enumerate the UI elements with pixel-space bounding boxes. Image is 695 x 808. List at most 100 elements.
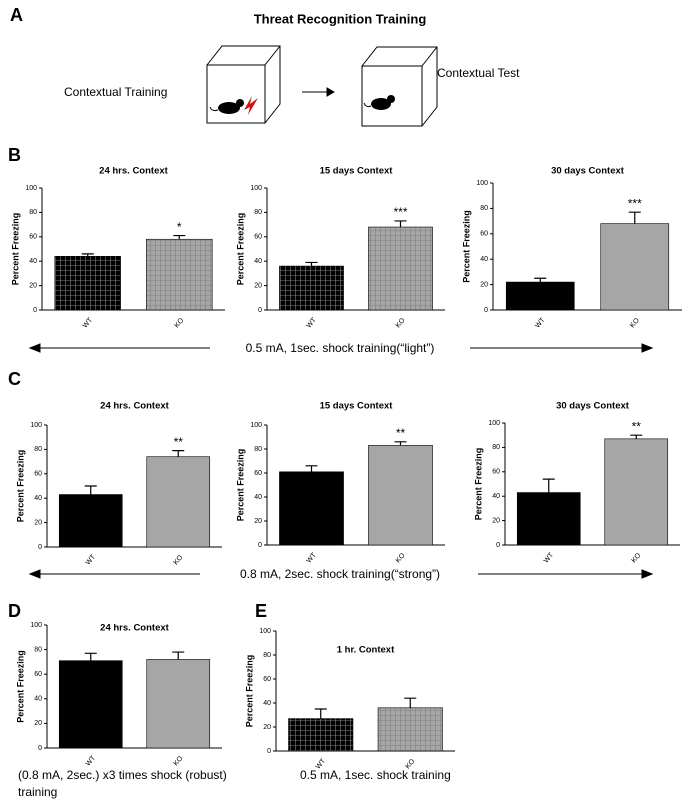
error-bar [305, 261, 318, 267]
y-tick-label: 80 [480, 205, 488, 212]
error-bar [534, 277, 547, 283]
error-bar [173, 234, 186, 240]
y-tick-label: 100 [476, 180, 488, 187]
y-tick-label: 100 [30, 422, 42, 429]
bar [279, 471, 344, 546]
error-bar [81, 253, 94, 257]
error-bar [84, 652, 97, 661]
y-tick-label: 40 [492, 493, 500, 500]
y-tick-label: 0 [258, 307, 262, 314]
y-tick-label: 80 [263, 652, 271, 659]
mouse [209, 95, 395, 115]
x-tick-label: WT [306, 316, 319, 329]
x-tick-label: WT [85, 754, 98, 767]
y-tick-label: 20 [254, 282, 262, 289]
y-tick-label: 80 [254, 209, 262, 216]
y-tick-label: 60 [254, 234, 262, 241]
bar [146, 456, 211, 548]
y-tick-label: 60 [34, 471, 42, 478]
y-axis-label: Percent Freezing [10, 213, 20, 286]
caption: training [18, 785, 57, 799]
y-axis-label: Percent Freezing [244, 655, 254, 728]
error-bar [542, 478, 555, 493]
chart-title: 1 hr. Context [337, 645, 395, 656]
y-tick-label: 100 [250, 422, 262, 429]
figure-title: Threat Recognition Training [254, 11, 427, 26]
cage [206, 45, 438, 127]
y-tick-label: 60 [254, 470, 262, 477]
diagram-label: Contextual Test [437, 66, 520, 80]
y-tick-label: 40 [34, 696, 42, 703]
y-tick-label: 80 [34, 646, 42, 653]
x-tick-label: KO [173, 554, 185, 567]
chart-title: 24 hrs. Context [100, 623, 169, 634]
y-tick-label: 20 [480, 281, 488, 288]
y-tick-label: 20 [34, 519, 42, 526]
y-tick-label: 0 [33, 307, 37, 314]
y-tick-label: 0 [38, 745, 42, 752]
x-tick-label: WT [82, 316, 95, 329]
bar [505, 281, 575, 311]
y-tick-label: 0 [267, 748, 271, 755]
bar [279, 265, 344, 311]
y-tick-label: 80 [29, 209, 37, 216]
x-tick-label: KO [174, 317, 186, 330]
panel-label: D [8, 601, 21, 621]
chart-title: 24 hrs. Context [100, 401, 169, 412]
x-tick-label: WT [543, 551, 556, 564]
x-tick-label: WT [85, 553, 98, 566]
x-tick-label: KO [629, 317, 641, 330]
x-tick-label: KO [631, 552, 643, 565]
y-tick-label: 80 [254, 446, 262, 453]
bar [58, 660, 123, 749]
y-tick-label: 60 [480, 231, 488, 238]
significance: ** [174, 435, 184, 449]
y-tick-label: 40 [34, 495, 42, 502]
panel-label: A [10, 5, 23, 25]
y-tick-label: 0 [496, 542, 500, 549]
panel-label: E [255, 601, 267, 621]
error-bar [172, 651, 185, 660]
y-tick-label: 20 [29, 282, 37, 289]
error-bar [630, 434, 643, 439]
panel-label: C [8, 369, 21, 389]
chart-title: 30 days Context [556, 401, 630, 412]
bar [146, 659, 211, 749]
y-tick-label: 0 [484, 307, 488, 314]
y-tick-label: 20 [263, 724, 271, 731]
error-bar [84, 485, 97, 495]
y-axis-label: Percent Freezing [235, 213, 245, 286]
panel-label: B [8, 145, 21, 165]
bar [368, 445, 433, 546]
significance: *** [628, 196, 642, 210]
arrow [28, 87, 654, 579]
y-axis-label: Percent Freezing [15, 450, 25, 523]
y-tick-label: 100 [488, 420, 500, 427]
x-tick-label: KO [395, 552, 407, 565]
error-bar [172, 450, 185, 457]
y-tick-label: 80 [492, 444, 500, 451]
y-tick-label: 20 [492, 517, 500, 524]
y-tick-label: 40 [480, 256, 488, 263]
caption: 0.5 mA, 1sec. shock training [300, 768, 451, 782]
y-tick-label: 100 [30, 622, 42, 629]
y-tick-label: 40 [254, 258, 262, 265]
bar [58, 494, 123, 548]
bar [516, 492, 581, 546]
y-tick-label: 20 [34, 720, 42, 727]
error-bar [628, 211, 641, 224]
x-tick-label: KO [173, 755, 185, 768]
y-tick-label: 40 [254, 494, 262, 501]
chart-title: 15 days Context [320, 401, 394, 412]
y-axis-label: Percent Freezing [15, 650, 25, 723]
bar [600, 223, 670, 311]
caption: 0.5 mA, 1sec. shock training(“light”) [246, 341, 435, 355]
significance: ** [396, 426, 406, 440]
significance: * [177, 220, 182, 234]
x-tick-label: WT [306, 551, 319, 564]
y-tick-label: 60 [34, 671, 42, 678]
chart-title: 30 days Context [551, 166, 625, 177]
y-tick-label: 60 [492, 469, 500, 476]
y-tick-label: 40 [29, 258, 37, 265]
